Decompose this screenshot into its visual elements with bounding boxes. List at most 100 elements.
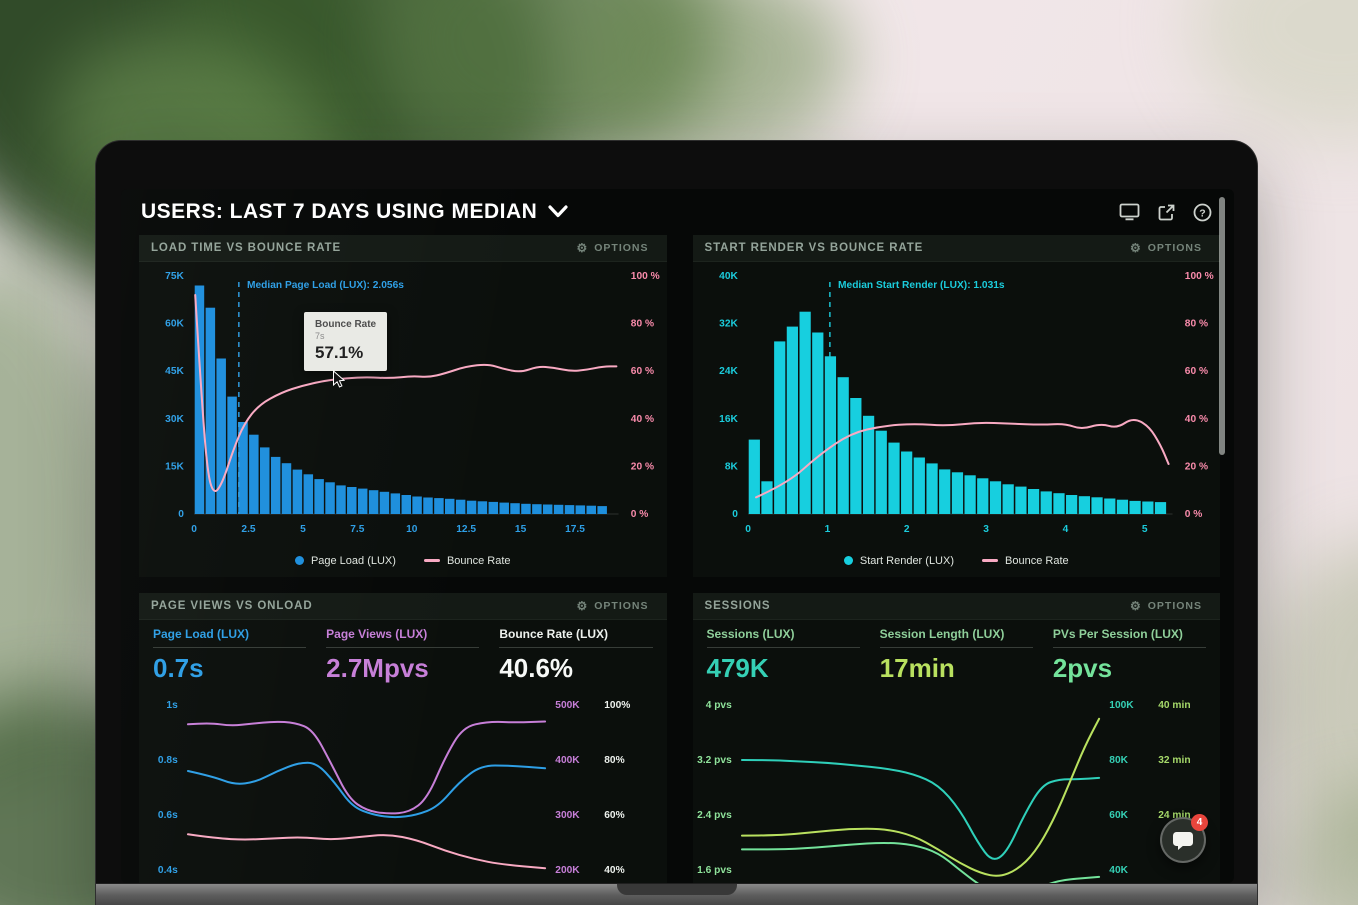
metric-label: PVs Per Session (LUX) [1052, 627, 1183, 641]
svg-text:40K: 40K [1109, 865, 1128, 876]
metric-divider [706, 647, 860, 648]
options-label: OPTIONS [594, 600, 649, 612]
metric-sessions[interactable]: Sessions (LUX) 479K [706, 627, 860, 685]
metric-label: Page Load (LUX) [153, 627, 250, 641]
metric-row: Page Load (LUX) 0.7s Page Views (LUX) 2.… [139, 620, 667, 685]
svg-text:0: 0 [732, 509, 738, 520]
chevron-down-icon[interactable] [548, 204, 568, 223]
panel-load-time-vs-bounce-rate: LOAD TIME VS BOUNCE RATE ⚙ OPTIONS 75K 60… [139, 235, 667, 577]
panel-title: LOAD TIME VS BOUNCE RATE [151, 242, 342, 254]
svg-text:300K: 300K [555, 810, 580, 821]
svg-text:40K: 40K [719, 271, 738, 282]
svg-text:3: 3 [983, 524, 989, 535]
svg-text:60%: 60% [604, 810, 624, 821]
chart-area[interactable]: 1s 0.8s 0.6s 0.4s 500K 100% 400K 80% 300K 60% 200K… [139, 685, 667, 883]
metric-label: Sessions (LUX) [706, 627, 795, 641]
options-button[interactable]: ⚙ OPTIONS [1124, 241, 1208, 255]
svg-text:15K: 15K [165, 461, 184, 472]
svg-text:0: 0 [191, 524, 197, 535]
metric-label: Bounce Rate (LUX) [499, 627, 609, 641]
metric-value: 40.6% [499, 653, 574, 683]
svg-text:24K: 24K [719, 366, 738, 377]
svg-text:0: 0 [178, 509, 184, 520]
svg-text:15: 15 [515, 524, 527, 535]
metric-divider [1052, 647, 1206, 648]
legend-line-marker [982, 559, 999, 562]
svg-text:45K: 45K [165, 366, 184, 377]
external-share-icon[interactable] [1155, 201, 1178, 224]
metric-session-length[interactable]: Session Length (LUX) 17min [879, 627, 1033, 685]
svg-text:5: 5 [300, 524, 306, 535]
svg-text:32K: 32K [719, 319, 738, 330]
page-title: USERS: LAST 7 DAYS USING MEDIAN [141, 200, 538, 223]
line-chart: 4 pvs 3.2 pvs 2.4 pvs 1.6 pvs 100K 40 min 80K 3… [697, 700, 1190, 883]
svg-text:10: 10 [406, 524, 418, 535]
metric-row: Sessions (LUX) 479K Session Length (LUX)… [693, 620, 1221, 685]
gear-icon: ⚙ [1129, 599, 1142, 613]
legend-item[interactable]: Bounce Rate [982, 555, 1069, 567]
svg-text:0 %: 0 % [631, 509, 649, 520]
chat-widget-button[interactable]: 4 [1160, 814, 1208, 863]
help-icon[interactable]: ? [1191, 201, 1214, 224]
options-button[interactable]: ⚙ OPTIONS [570, 241, 654, 255]
svg-text:?: ? [1199, 207, 1205, 219]
options-button[interactable]: ⚙ OPTIONS [1124, 599, 1208, 613]
metric-pvs-per-session[interactable]: PVs Per Session (LUX) 2pvs [1052, 627, 1206, 685]
svg-text:80K: 80K [1109, 755, 1128, 766]
metric-value: 2pvs [1052, 653, 1113, 683]
svg-text:2: 2 [903, 524, 909, 535]
options-label: OPTIONS [594, 242, 649, 254]
scrollbar-thumb[interactable] [1219, 197, 1225, 455]
panel-start-render-vs-bounce-rate: START RENDER VS BOUNCE RATE ⚙ OPTIONS 40… [692, 235, 1221, 577]
svg-text:400K: 400K [555, 755, 580, 766]
legend-dot-marker [294, 556, 304, 565]
svg-text:30K: 30K [165, 414, 184, 425]
chart-area[interactable]: 40K 32K 24K 16K 8K 0 100 % 80 % 60 % 40 % 20 % 0 % 0… [693, 262, 1221, 544]
svg-text:20 %: 20 % [631, 461, 654, 472]
svg-text:100 %: 100 % [1184, 271, 1213, 282]
svg-text:60K: 60K [165, 319, 184, 330]
chart-area[interactable]: 4 pvs 3.2 pvs 2.4 pvs 1.6 pvs 100K 40 min 80K 3… [693, 685, 1221, 883]
svg-text:4 pvs: 4 pvs [705, 700, 731, 711]
svg-text:100 %: 100 % [631, 271, 660, 282]
notification-badge: 4 [1191, 814, 1208, 831]
svg-text:1s: 1s [166, 700, 178, 711]
legend-line-marker [423, 559, 440, 562]
panel-page-views-vs-onload: PAGE VIEWS VS ONLOAD ⚙ OPTIONS Page Load… [139, 593, 667, 883]
header-icon-group: ? [1117, 201, 1214, 224]
metric-label: Page Views (LUX) [326, 627, 428, 641]
leaf-blur [1190, 0, 1358, 140]
laptop-hinge [96, 883, 1257, 905]
svg-text:100K: 100K [1109, 700, 1134, 711]
metric-divider [326, 647, 480, 648]
mouse-cursor [333, 370, 345, 388]
chart-legend: Page Load (LUX) Bounce Rate [139, 544, 667, 577]
svg-text:17.5: 17.5 [565, 524, 585, 535]
display-icon[interactable] [1117, 201, 1142, 223]
metric-label: Session Length (LUX) [879, 627, 1005, 641]
legend-dot-marker [843, 556, 853, 565]
chart-legend: Start Render (LUX) Bounce Rate [693, 544, 1221, 577]
panel-sessions: SESSIONS ⚙ OPTIONS Sessions (LUX) 479K S… [692, 593, 1221, 883]
svg-text:2.4 pvs: 2.4 pvs [697, 810, 732, 821]
tooltip-series-label: Bounce Rate [315, 319, 377, 330]
metric-page-views[interactable]: Page Views (LUX) 2.7Mpvs [326, 627, 480, 685]
metric-divider [879, 647, 1033, 648]
metric-page-load[interactable]: Page Load (LUX) 0.7s [153, 627, 307, 685]
svg-text:100%: 100% [604, 700, 630, 711]
chart-area[interactable]: 75K 60K 45K 30K 15K 0 100 % 80 % 60 % 40 % 20 % 0 %… [139, 262, 667, 544]
legend-label: Start Render (LUX) [859, 554, 955, 567]
legend-item[interactable]: Page Load (LUX) [294, 555, 396, 567]
metric-bounce-rate[interactable]: Bounce Rate (LUX) 40.6% [499, 627, 653, 685]
svg-text:1: 1 [824, 524, 830, 535]
legend-item[interactable]: Bounce Rate [423, 554, 511, 567]
laptop: USERS: LAST 7 DAYS USING MEDIAN ? [95, 140, 1258, 905]
legend-label: Bounce Rate [446, 554, 511, 567]
svg-text:3.2 pvs: 3.2 pvs [697, 755, 732, 766]
svg-text:40 min: 40 min [1158, 700, 1190, 711]
dashboard-header: USERS: LAST 7 DAYS USING MEDIAN ? [121, 189, 1234, 235]
options-button[interactable]: ⚙ OPTIONS [570, 599, 654, 613]
svg-text:40 %: 40 % [1184, 414, 1207, 425]
options-label: OPTIONS [1147, 600, 1202, 612]
legend-item[interactable]: Start Render (LUX) [843, 554, 955, 567]
